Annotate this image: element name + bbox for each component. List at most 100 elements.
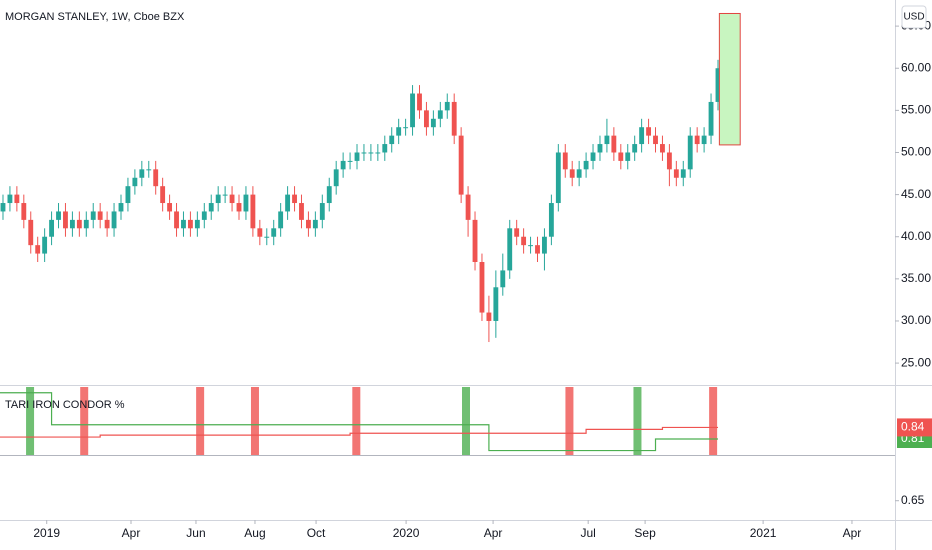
candle-body — [49, 219, 55, 237]
x-tick-label: Jul — [581, 526, 596, 540]
candle-body — [14, 194, 20, 204]
x-tick-label: 2019 — [33, 526, 60, 540]
candle-body — [347, 160, 353, 162]
x-tick-label: 2020 — [393, 526, 420, 540]
candle-body — [639, 127, 645, 145]
candle-body — [493, 287, 499, 321]
projection-box — [718, 12, 741, 146]
candle-body — [500, 270, 506, 288]
candle-body — [694, 135, 700, 145]
candle-body — [465, 194, 471, 220]
candle-body — [146, 169, 152, 171]
x-tick-label: 2021 — [750, 526, 777, 540]
y-tick-label: 50.00 — [901, 145, 931, 159]
candle-body — [354, 152, 360, 161]
signal-bar — [196, 387, 205, 455]
candle-body — [42, 236, 48, 254]
candle-body — [396, 127, 402, 136]
candle-body — [0, 203, 6, 212]
candle-body — [410, 93, 415, 128]
currency-button[interactable] — [901, 5, 927, 29]
candle-body — [312, 219, 318, 229]
candle-body — [243, 194, 249, 212]
signal-bar — [352, 387, 361, 455]
candle-body — [514, 228, 520, 237]
candle-body — [125, 186, 131, 204]
x-tick-label: Oct — [307, 526, 326, 540]
candle-body — [181, 219, 186, 229]
signal-bar — [250, 387, 259, 455]
candle-body — [528, 245, 533, 247]
candle-body — [486, 312, 492, 321]
signal-bar — [565, 387, 574, 455]
candle-body — [389, 135, 395, 145]
candle-body — [424, 110, 429, 128]
candle-body — [660, 144, 665, 153]
candle-body — [97, 211, 103, 220]
candle-body — [250, 194, 256, 229]
candle-body — [153, 169, 159, 187]
indicator-value-label: 0.84 — [901, 420, 925, 434]
candle-body — [35, 245, 41, 254]
candle-body — [264, 236, 270, 238]
candle-body — [278, 211, 284, 229]
candle-body — [56, 211, 61, 220]
y2-tick-label: 0.65 — [901, 493, 925, 507]
candle-body — [715, 68, 721, 102]
signal-bar — [633, 387, 642, 455]
candle-body — [340, 160, 346, 170]
y-tick-label: 40.00 — [901, 229, 931, 243]
indicator-line — [0, 392, 718, 452]
candle-body — [208, 203, 214, 212]
candle-body — [104, 219, 110, 229]
y-tick-label: 60.00 — [901, 60, 931, 74]
candle-body — [111, 211, 117, 229]
indicator-title: TARI IRON CONDOR % — [5, 399, 125, 411]
candle-body — [680, 169, 686, 178]
y-tick-label: 45.00 — [901, 187, 931, 201]
candle-body — [139, 169, 145, 178]
candle-body — [375, 152, 381, 154]
chart-title: MORGAN STANLEY, 1W, Cboe BZX — [5, 11, 185, 23]
candle-body — [555, 152, 561, 204]
candle-body — [90, 211, 96, 220]
candle-body — [451, 101, 457, 136]
candle-body — [132, 177, 138, 187]
candle-body — [535, 245, 540, 254]
candle-body — [521, 236, 527, 246]
candle-body — [21, 203, 27, 220]
candle-body — [507, 228, 513, 271]
candle-body — [187, 219, 193, 229]
candle-body — [548, 203, 554, 237]
y-tick-label: 30.00 — [901, 313, 931, 327]
candle-body — [458, 135, 464, 195]
candle-body — [569, 169, 575, 178]
candle-body — [118, 203, 124, 212]
candle-body — [604, 135, 610, 145]
candle-body — [7, 194, 13, 204]
candle-body — [562, 152, 568, 170]
candle-body — [687, 135, 693, 170]
candle-body — [167, 203, 173, 212]
candle-body — [257, 228, 263, 237]
candle-body — [472, 219, 478, 263]
currency-label[interactable]: USD — [903, 12, 924, 23]
candle-body — [437, 110, 443, 119]
candle-body — [69, 219, 75, 229]
candle-body — [271, 228, 277, 237]
x-tick-label: Apr — [484, 526, 503, 540]
candle-body — [583, 160, 589, 170]
candle-body — [194, 219, 200, 229]
candle-body — [83, 219, 89, 229]
candle-body — [292, 194, 297, 204]
candle-body — [63, 211, 68, 229]
candle-body — [305, 219, 311, 229]
signal-bar — [80, 387, 89, 455]
candle-body — [653, 135, 658, 145]
candle-body — [215, 194, 221, 204]
candle-body — [361, 152, 367, 154]
candle-body — [222, 194, 228, 196]
candle-body — [701, 135, 707, 145]
